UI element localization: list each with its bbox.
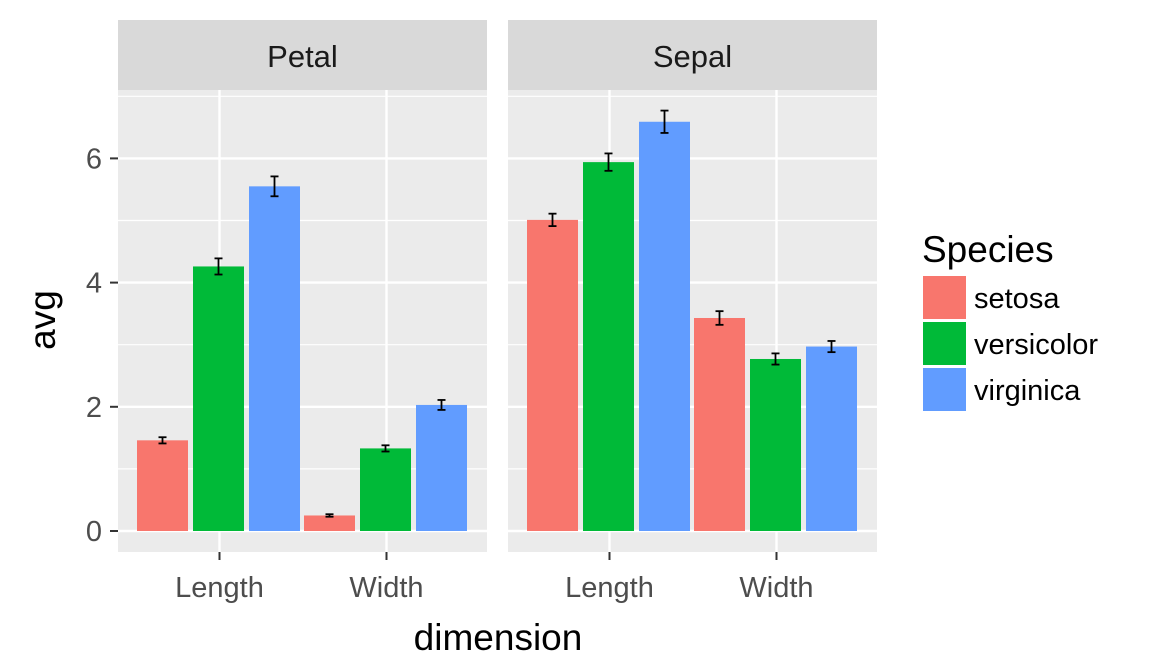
y-tick-label: 2 (86, 392, 102, 424)
facet-panel-sepal: Sepal Length Width (508, 20, 877, 604)
x-tick-label: Width (349, 572, 423, 604)
legend-key-virginica (923, 368, 966, 411)
legend-key-setosa (923, 276, 966, 319)
error-bar (437, 399, 446, 411)
error-bar (325, 513, 334, 518)
error-bar (214, 257, 223, 276)
bar-versicolor-petal-width (360, 448, 411, 531)
error-bar (381, 444, 390, 453)
facet-strip-label: Sepal (653, 39, 732, 74)
error-bar (604, 152, 613, 172)
x-tick-label: Length (565, 572, 654, 604)
error-bar (827, 340, 836, 354)
facet-panels: Petal Length Width Sepal Length Width (118, 20, 877, 604)
bar-setosa-sepal-length (527, 219, 578, 531)
bar-versicolor-sepal-length (583, 162, 634, 531)
legend-label-virginica: virginica (974, 375, 1081, 407)
legend-key-versicolor (923, 322, 966, 365)
legend-title: Species (922, 229, 1054, 270)
legend-label-setosa: setosa (974, 283, 1060, 315)
y-axis: 0 2 4 6 (86, 143, 118, 548)
bar-virginica-sepal-width (806, 346, 857, 531)
y-tick-label: 6 (86, 143, 102, 175)
bar-versicolor-sepal-width (750, 358, 801, 531)
bar-setosa-petal-width (304, 515, 355, 531)
y-tick-label: 0 (86, 516, 102, 548)
bar-setosa-sepal-width (694, 317, 745, 531)
facet-strip-label: Petal (267, 39, 338, 74)
error-bar (158, 436, 167, 445)
facet-strip (118, 20, 487, 90)
x-tick-label: Width (739, 572, 813, 604)
facet-strip (508, 20, 877, 90)
legend: Species setosa versicolor virginica (922, 229, 1098, 411)
y-tick-label: 4 (86, 268, 102, 300)
error-bar (270, 175, 279, 198)
error-bar (771, 352, 780, 366)
bar-versicolor-petal-length (193, 266, 244, 531)
bar-virginica-petal-width (416, 404, 467, 531)
bar-virginica-sepal-length (639, 121, 690, 532)
bar-virginica-petal-length (249, 186, 300, 531)
bar-setosa-petal-length (137, 440, 188, 531)
error-bar (548, 212, 557, 227)
facet-panel-petal: Petal Length Width (118, 20, 487, 604)
x-axis-title: dimension (414, 617, 583, 658)
error-bar (660, 109, 669, 134)
y-axis-title: avg (22, 290, 63, 350)
error-bar (715, 310, 724, 326)
x-tick-label: Length (175, 572, 264, 604)
legend-label-versicolor: versicolor (974, 329, 1098, 361)
